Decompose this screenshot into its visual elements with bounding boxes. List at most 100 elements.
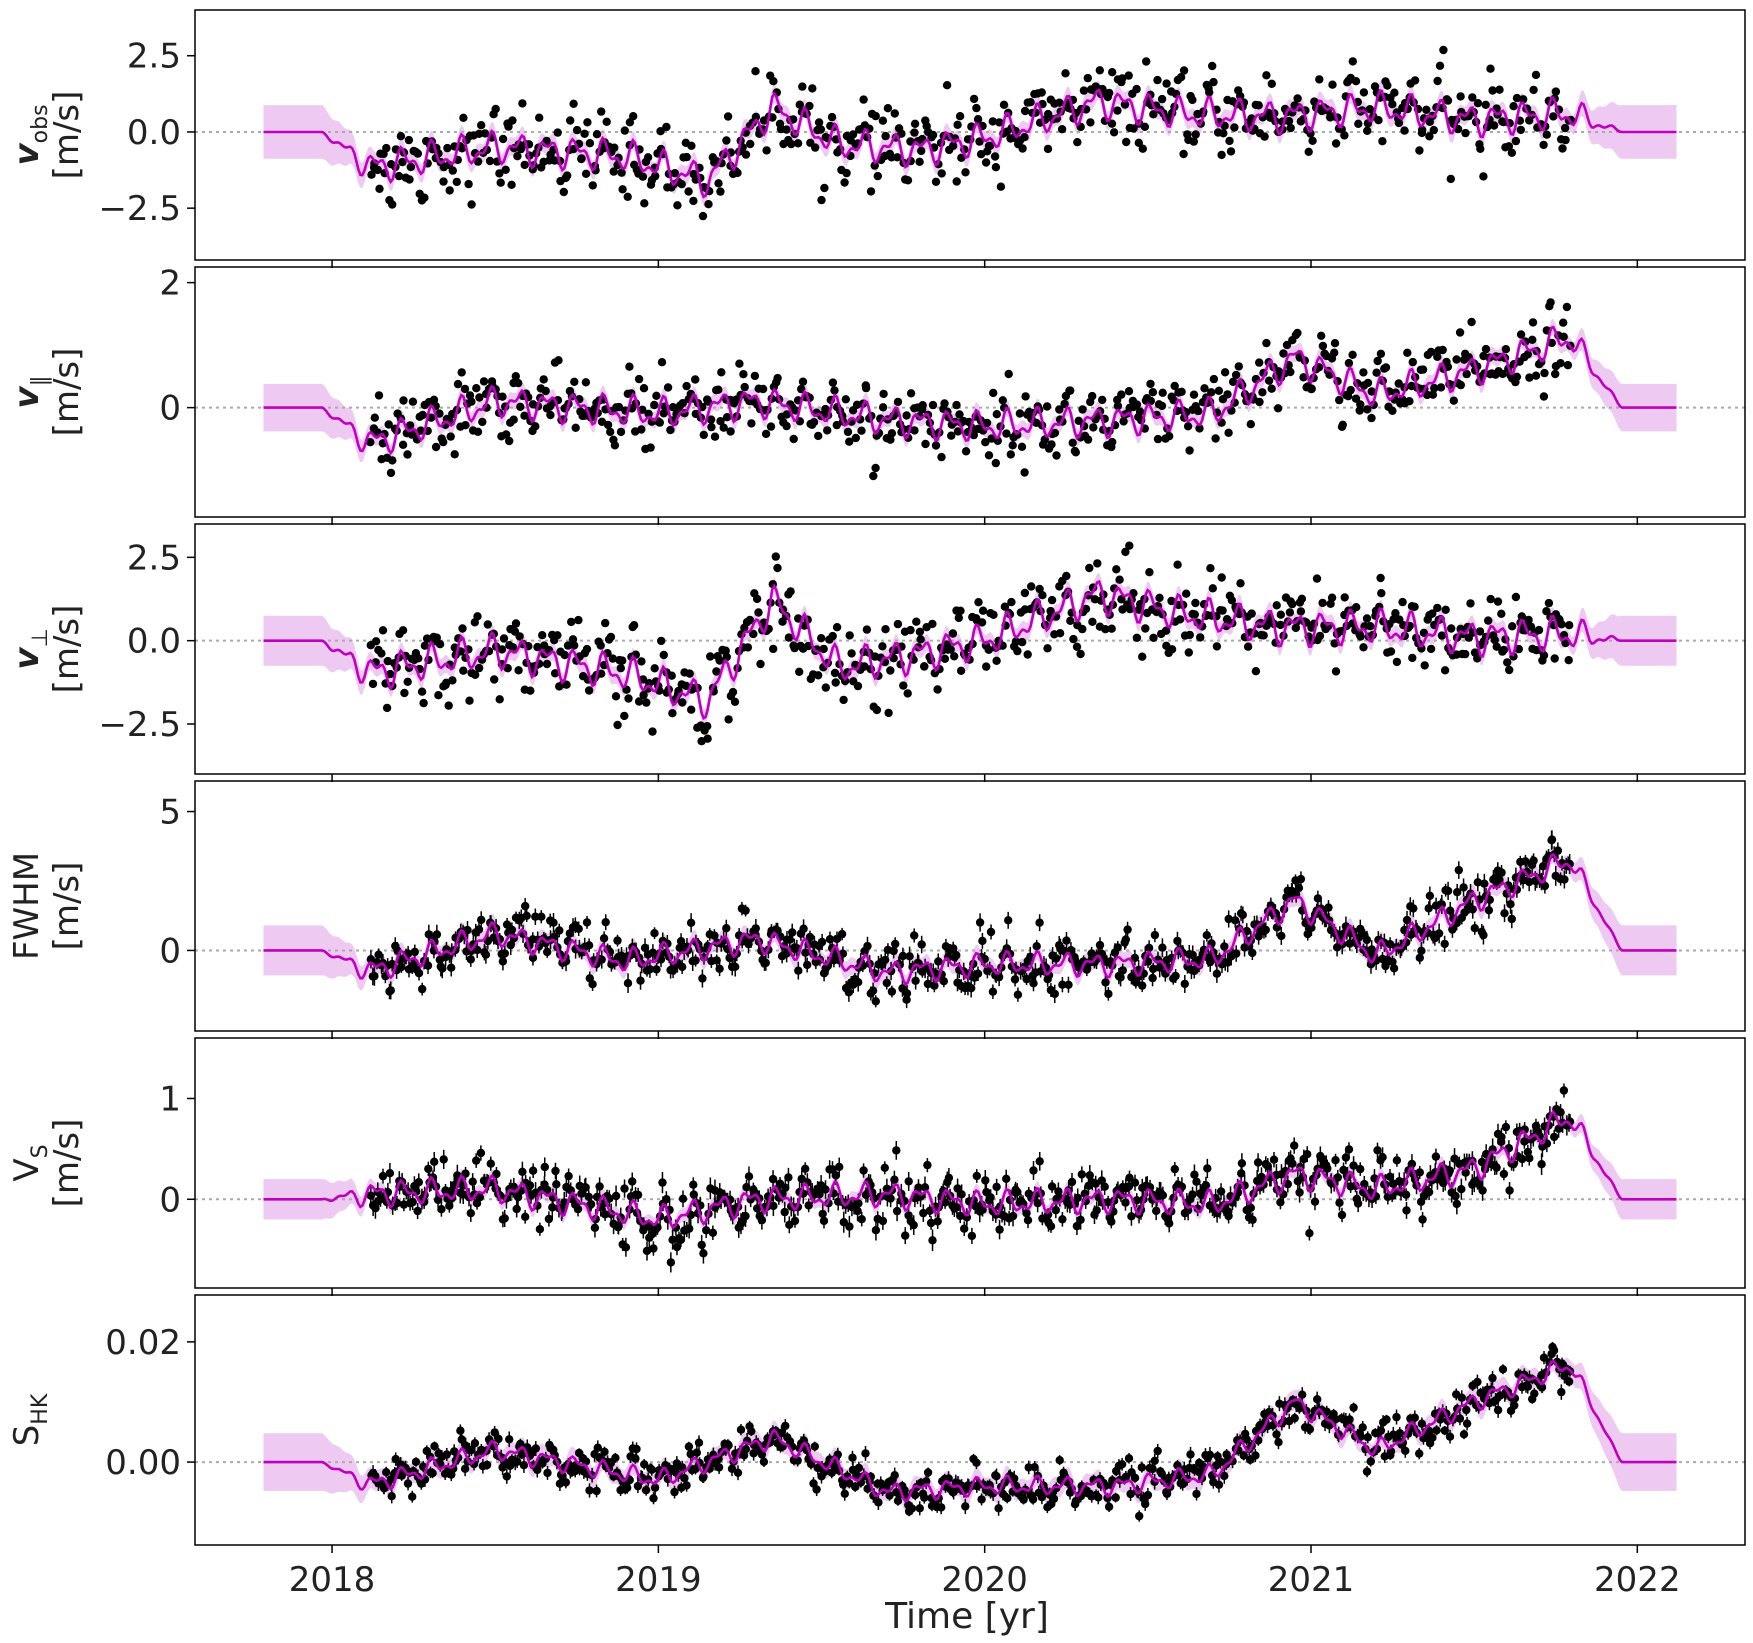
data-point bbox=[1516, 125, 1526, 135]
data-point bbox=[1087, 949, 1096, 958]
data-point bbox=[988, 987, 998, 996]
data-point bbox=[901, 1231, 910, 1240]
data-point bbox=[956, 666, 966, 675]
y-axis-label: vobs bbox=[7, 104, 53, 165]
data-point bbox=[752, 594, 762, 604]
data-point bbox=[910, 426, 919, 435]
data-point bbox=[1540, 368, 1549, 378]
data-point bbox=[1067, 1177, 1077, 1187]
data-point bbox=[1020, 106, 1030, 116]
data-point bbox=[1107, 119, 1117, 128]
data-point bbox=[405, 175, 414, 184]
data-point bbox=[404, 135, 414, 145]
data-point bbox=[821, 683, 830, 692]
data-point bbox=[1475, 627, 1485, 636]
data-point bbox=[1078, 405, 1087, 414]
data-point bbox=[1272, 601, 1281, 610]
data-point bbox=[499, 634, 509, 643]
data-point bbox=[884, 708, 893, 718]
data-point bbox=[370, 971, 379, 981]
data-point bbox=[1033, 1199, 1042, 1208]
data-point bbox=[678, 399, 687, 408]
data-point bbox=[845, 1222, 854, 1231]
data-point bbox=[1155, 593, 1164, 602]
plot-area bbox=[195, 298, 1745, 481]
data-point bbox=[475, 393, 484, 402]
data-point bbox=[509, 1182, 518, 1192]
data-point bbox=[878, 116, 888, 125]
data-point bbox=[553, 128, 562, 137]
data-point bbox=[982, 662, 991, 671]
data-point bbox=[1029, 979, 1038, 988]
data-point bbox=[1263, 1161, 1273, 1171]
data-point bbox=[621, 1243, 631, 1252]
data-point bbox=[624, 694, 633, 703]
data-point bbox=[768, 1174, 778, 1184]
data-point bbox=[1470, 924, 1480, 933]
data-point bbox=[682, 1481, 691, 1490]
data-point bbox=[465, 391, 475, 400]
data-point bbox=[682, 152, 691, 162]
data-point bbox=[539, 375, 548, 384]
data-point bbox=[878, 1216, 888, 1226]
data-point bbox=[847, 649, 856, 658]
data-point bbox=[1473, 878, 1483, 887]
data-point bbox=[793, 139, 803, 148]
data-point bbox=[843, 427, 853, 437]
data-point bbox=[641, 1486, 651, 1495]
data-point bbox=[1212, 642, 1222, 651]
data-point bbox=[380, 429, 389, 439]
data-point bbox=[1149, 110, 1158, 119]
data-point bbox=[1101, 625, 1110, 634]
data-point bbox=[837, 929, 847, 939]
data-point bbox=[1480, 879, 1489, 888]
data-point bbox=[801, 1164, 810, 1174]
data-point bbox=[1327, 593, 1337, 602]
data-point bbox=[538, 631, 547, 640]
data-point bbox=[1179, 149, 1188, 159]
data-point bbox=[689, 1180, 698, 1189]
data-point bbox=[891, 939, 900, 949]
data-point bbox=[989, 610, 998, 619]
data-point bbox=[1217, 150, 1226, 160]
data-point bbox=[450, 450, 459, 459]
data-point bbox=[1119, 417, 1128, 426]
data-point bbox=[398, 626, 408, 635]
data-point bbox=[1158, 388, 1167, 397]
data-point bbox=[1276, 620, 1285, 630]
data-point bbox=[1251, 667, 1261, 676]
data-point bbox=[1409, 904, 1418, 913]
data-point bbox=[986, 927, 996, 937]
data-point bbox=[1167, 645, 1177, 654]
y-axis-label: v⊥ bbox=[7, 628, 53, 669]
data-point bbox=[832, 420, 841, 430]
data-point bbox=[1113, 943, 1122, 952]
data-point bbox=[423, 961, 433, 970]
data-point bbox=[928, 619, 937, 629]
data-point bbox=[1202, 931, 1212, 940]
data-point bbox=[459, 666, 468, 675]
data-point bbox=[1276, 610, 1286, 619]
data-point bbox=[659, 409, 668, 418]
data-point bbox=[1378, 1153, 1387, 1162]
plot-area bbox=[195, 830, 1745, 1009]
data-point bbox=[1551, 369, 1560, 379]
data-point bbox=[712, 956, 721, 965]
data-point bbox=[819, 644, 828, 654]
data-point bbox=[1448, 925, 1457, 934]
data-point bbox=[448, 166, 457, 175]
data-point bbox=[703, 397, 713, 406]
data-point bbox=[794, 966, 803, 975]
data-point bbox=[975, 137, 984, 146]
data-point bbox=[955, 112, 965, 121]
data-point bbox=[868, 986, 878, 995]
data-point bbox=[871, 1226, 881, 1235]
data-point bbox=[698, 211, 708, 221]
data-point bbox=[1255, 397, 1264, 407]
model-curve bbox=[263, 88, 1677, 199]
data-point bbox=[1313, 1164, 1322, 1174]
data-point bbox=[981, 158, 991, 167]
data-point bbox=[1505, 665, 1514, 675]
data-point bbox=[1351, 77, 1361, 86]
